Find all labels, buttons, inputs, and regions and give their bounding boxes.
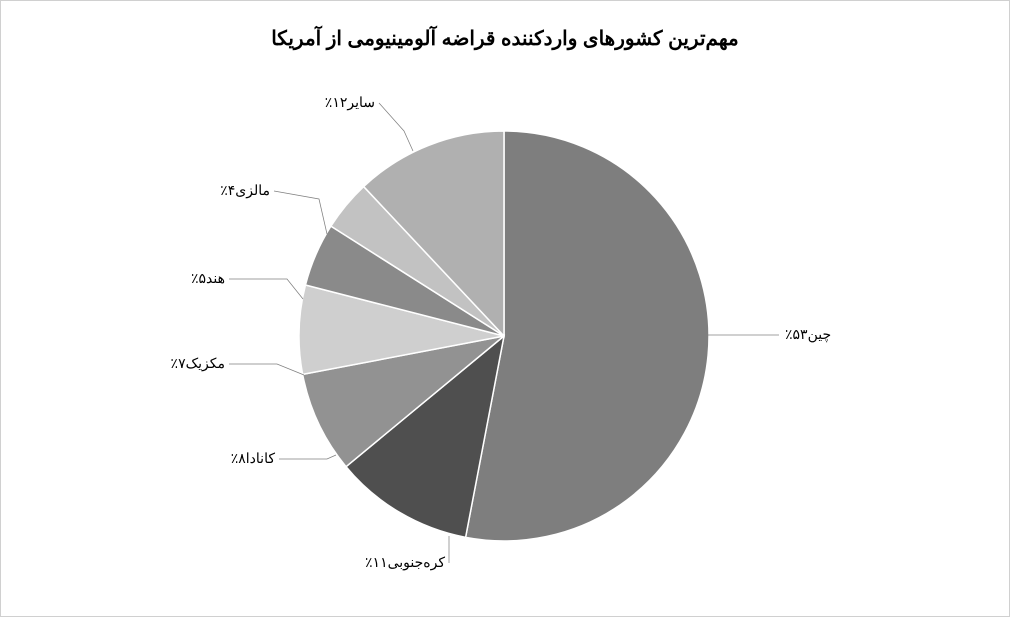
slice-label: کانادا۸٪ xyxy=(231,450,275,467)
slice-label: کره‌جنوبی۱۱٪ xyxy=(365,554,445,571)
leader-line xyxy=(274,191,327,234)
slice-label: سایر۱۲٪ xyxy=(325,94,375,111)
slice-label: هند۵٪ xyxy=(191,270,225,287)
leader-line xyxy=(229,279,303,299)
leader-line xyxy=(229,364,304,375)
pie-svg xyxy=(0,1,1009,618)
slice-label: چین۵۳٪ xyxy=(785,326,831,343)
pie-chart-container: مهم‌ترین کشورهای واردکننده قراضه آلومینی… xyxy=(0,0,1010,617)
leader-line xyxy=(279,455,336,459)
slice-label: مکزیک۷٪ xyxy=(171,355,225,372)
slice-label: مالزی۴٪ xyxy=(220,182,270,199)
leader-line xyxy=(379,103,413,151)
